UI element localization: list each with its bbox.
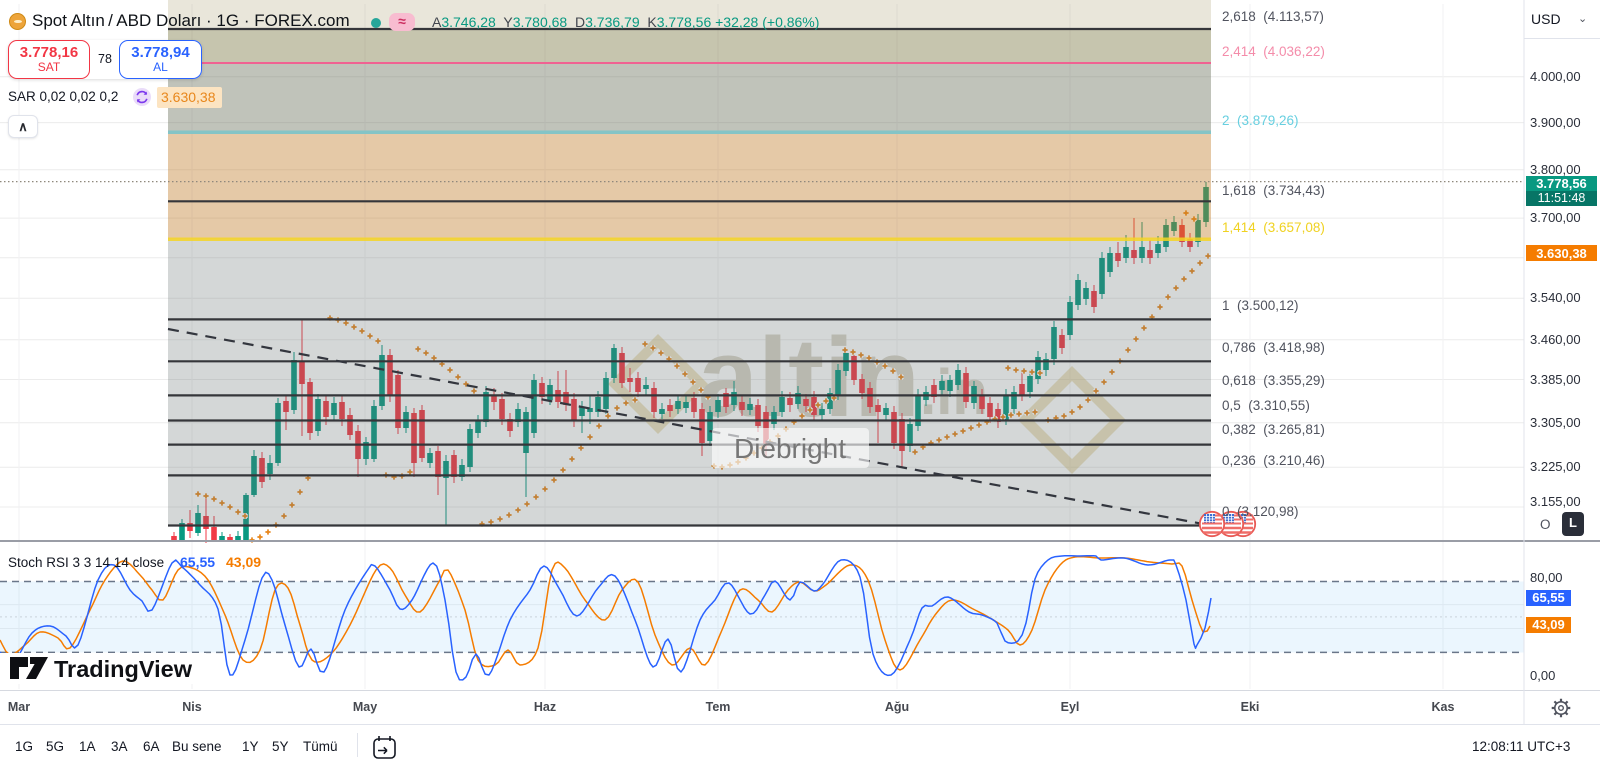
svg-text:altin: altin bbox=[698, 315, 920, 440]
svg-text:TradingView: TradingView bbox=[54, 656, 193, 682]
svg-text:Diebright: Diebright bbox=[734, 433, 846, 464]
